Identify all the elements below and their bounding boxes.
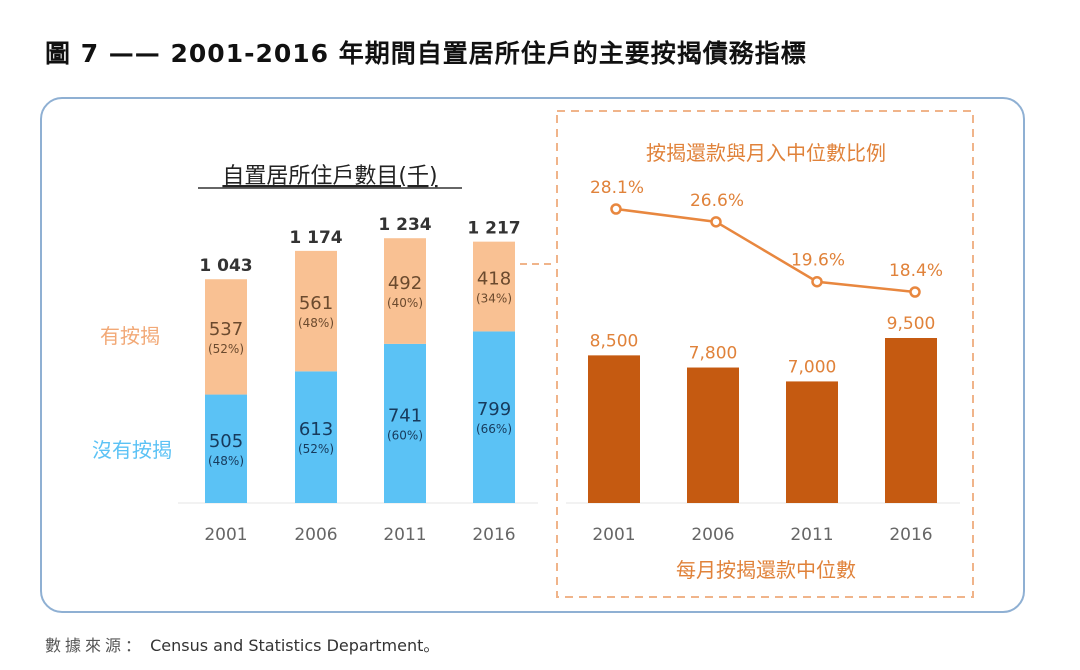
total-label-2006: 1 174 bbox=[289, 228, 342, 248]
repayment-bar-2001 bbox=[588, 355, 640, 503]
repayment-bar-2011 bbox=[786, 381, 838, 503]
percent-label-without-2011: (60%) bbox=[387, 428, 423, 442]
x-tick-right-2001: 2001 bbox=[592, 525, 635, 545]
chart-title-household-count: 自置居所住戶數目(千) bbox=[222, 164, 437, 189]
ratio-label-2006: 26.6% bbox=[690, 191, 744, 211]
percent-label-without-2016: (66%) bbox=[476, 422, 512, 436]
source-text: Census and Statistics Department。 bbox=[150, 636, 440, 655]
value-label-without-2016: 799 bbox=[477, 399, 511, 420]
ratio-label-2001: 28.1% bbox=[590, 178, 644, 198]
value-label-with-2006: 561 bbox=[299, 293, 333, 314]
value-label-without-2001: 505 bbox=[209, 431, 243, 452]
x-tick-2006: 2006 bbox=[294, 525, 337, 545]
percent-label-without-2001: (48%) bbox=[208, 454, 244, 468]
bar-without-mortgage-2011 bbox=[384, 343, 426, 503]
repayment-bar-2006 bbox=[687, 367, 739, 503]
repayment-bar-2016 bbox=[885, 338, 937, 503]
repayment-label-2006: 7,800 bbox=[689, 344, 738, 364]
bar-with-mortgage-2016 bbox=[473, 241, 515, 332]
ratio-line-series bbox=[615, 207, 916, 294]
total-label-2016: 1 217 bbox=[467, 219, 520, 239]
ratio-point-2016 bbox=[909, 286, 921, 298]
percent-label-with-2006: (48%) bbox=[298, 316, 334, 330]
repayment-label-2016: 9,500 bbox=[887, 314, 936, 334]
bar-with-mortgage-2011 bbox=[384, 238, 426, 344]
total-label-2001: 1 043 bbox=[199, 256, 252, 276]
figure-title: 圖 7 —— 2001-2016 年期間自置居所住戶的主要按揭債務指標 bbox=[45, 39, 807, 68]
ratio-label-2016: 18.4% bbox=[889, 261, 943, 281]
legend-without-mortgage: 沒有按揭 bbox=[92, 438, 172, 462]
bar-without-mortgage-2016 bbox=[473, 331, 515, 503]
value-label-without-2006: 613 bbox=[299, 419, 333, 440]
x-tick-2001: 2001 bbox=[204, 525, 247, 545]
x-tick-right-2016: 2016 bbox=[889, 525, 932, 545]
bar-with-mortgage-2001 bbox=[205, 279, 247, 395]
chart-title-ratio: 按揭還款與月入中位數比例 bbox=[646, 141, 886, 165]
value-label-with-2001: 537 bbox=[209, 319, 243, 340]
percent-label-with-2011: (40%) bbox=[387, 296, 423, 310]
source-label: 數據來源： bbox=[45, 636, 146, 655]
percent-label-without-2006: (52%) bbox=[298, 442, 334, 456]
ratio-label-2011: 19.6% bbox=[791, 251, 845, 271]
x-tick-right-2006: 2006 bbox=[691, 525, 734, 545]
ratio-point-2011 bbox=[811, 275, 823, 288]
repayment-label-2001: 8,500 bbox=[590, 331, 639, 351]
dashed-highlight-box bbox=[556, 110, 974, 598]
x-tick-2011: 2011 bbox=[383, 525, 426, 545]
chart-frame bbox=[40, 97, 1025, 613]
x-tick-2016: 2016 bbox=[472, 525, 515, 545]
x-axis-title-repayment: 每月按揭還款中位數 bbox=[676, 558, 856, 582]
percent-label-with-2016: (34%) bbox=[476, 292, 512, 306]
legend-with-mortgage: 有按揭 bbox=[100, 324, 160, 348]
value-label-with-2011: 492 bbox=[388, 273, 422, 294]
bar-with-mortgage-2006 bbox=[295, 250, 337, 372]
total-label-2011: 1 234 bbox=[378, 215, 431, 235]
repayment-label-2011: 7,000 bbox=[788, 357, 837, 377]
bar-without-mortgage-2001 bbox=[205, 394, 247, 503]
source-note: 數據來源： Census and Statistics Department。 bbox=[45, 632, 439, 656]
ratio-point-2001 bbox=[610, 203, 622, 215]
bar-without-mortgage-2006 bbox=[295, 371, 337, 503]
value-label-with-2016: 418 bbox=[477, 269, 511, 290]
ratio-point-2006 bbox=[710, 216, 722, 228]
household-count-chart: 自置居所住戶數目(千) 1 043 537 (52%) 505 (48%) 2001 1 17… bbox=[92, 164, 556, 545]
percent-label-with-2001: (52%) bbox=[208, 342, 244, 356]
x-tick-right-2011: 2011 bbox=[790, 525, 833, 545]
value-label-without-2011: 741 bbox=[388, 405, 422, 426]
